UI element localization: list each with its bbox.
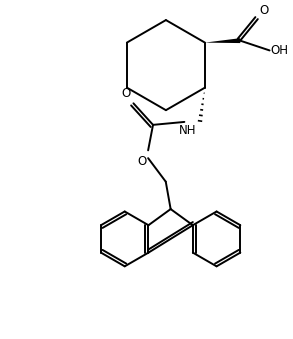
Polygon shape xyxy=(205,38,240,43)
Text: OH: OH xyxy=(270,44,289,57)
Text: O: O xyxy=(121,87,130,100)
Text: NH: NH xyxy=(179,124,196,137)
Text: O: O xyxy=(260,4,269,17)
Text: O: O xyxy=(138,155,147,168)
